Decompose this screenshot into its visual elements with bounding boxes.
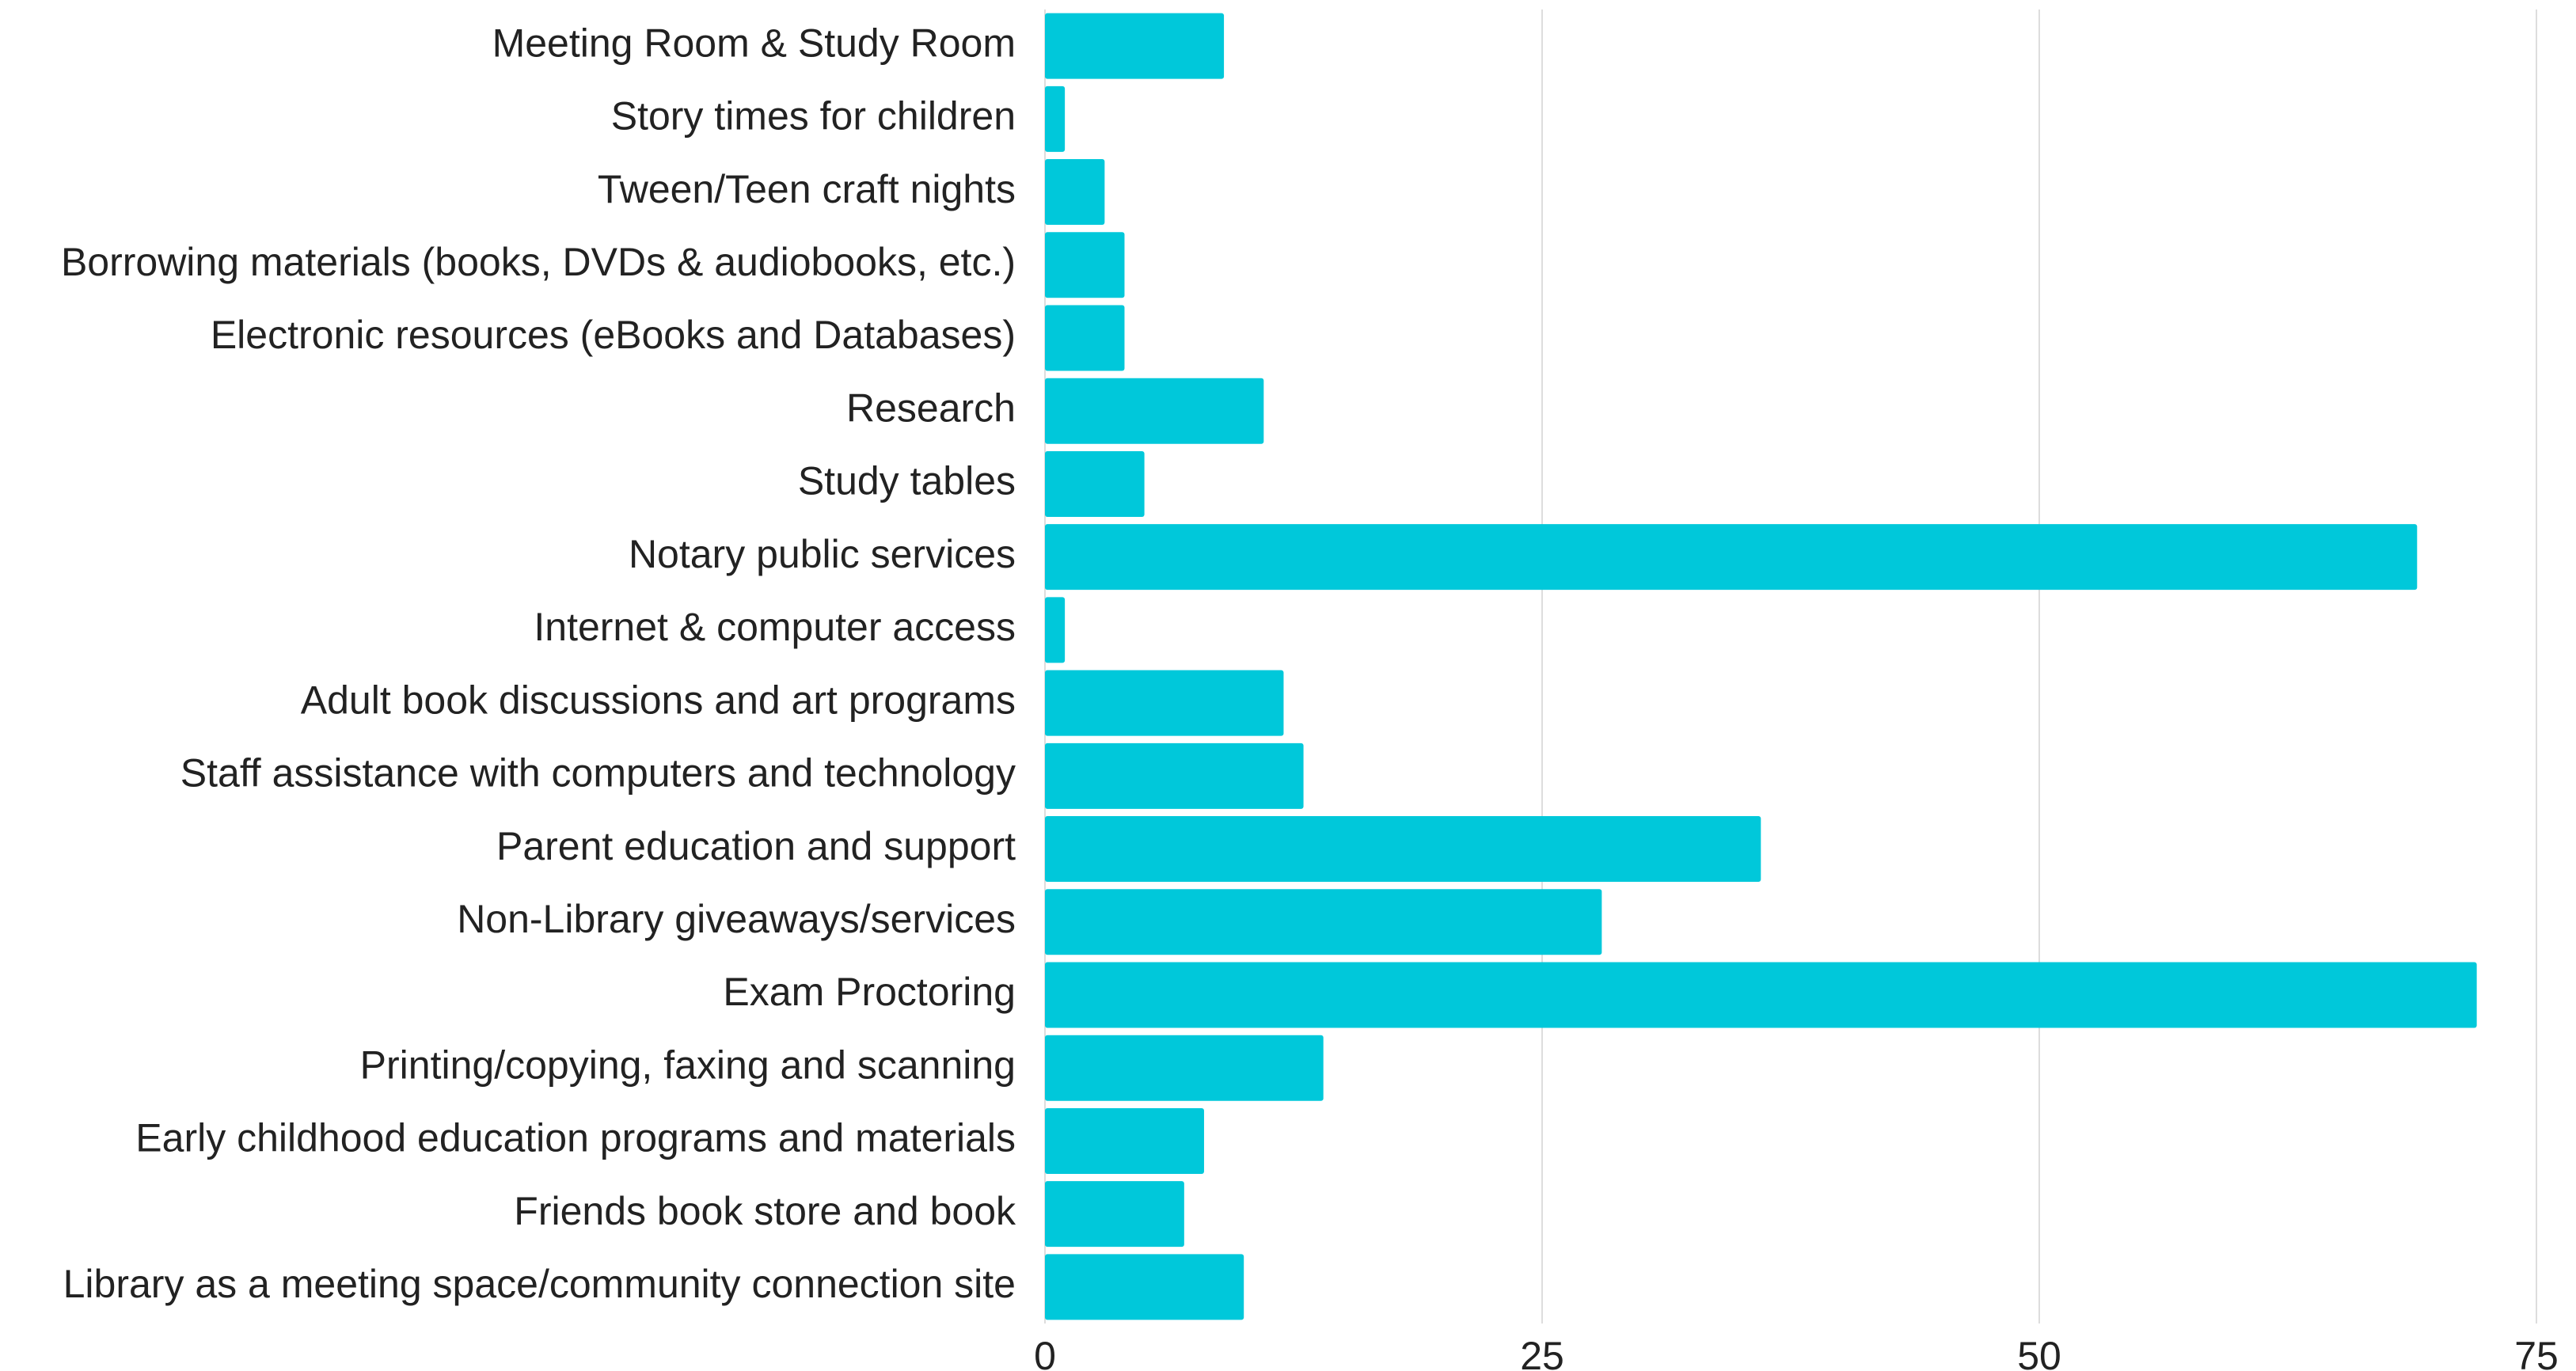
bar [1045,85,1066,152]
x-tick-label: 75 [2514,1334,2559,1371]
y-tick-label: Early childhood education programs and m… [135,1116,1016,1160]
x-tick-label: 0 [1034,1334,1056,1371]
bar [1045,962,2477,1028]
bar [1045,889,1602,955]
y-tick-label: Parent education and support [496,824,1016,868]
y-tick-label: Exam Proctoring [723,970,1016,1014]
y-tick-label: Story times for children [611,94,1016,139]
y-tick-label: Study tables [798,459,1016,503]
y-tick-label: Library as a meeting space/community con… [63,1262,1016,1306]
y-tick-label: Research [846,385,1016,430]
bar [1045,159,1105,226]
bar [1045,816,1761,883]
bar [1045,597,1066,663]
bar [1045,1254,1244,1320]
y-tick-label: Friends book store and book [514,1189,1016,1233]
bar [1045,1107,1204,1174]
y-tick-label: Non-Library giveaways/services [457,897,1016,941]
bar [1045,742,1304,809]
y-tick-label: Tween/Teen craft nights [598,167,1016,211]
y-tick-label: Internet & computer access [534,605,1016,649]
bar [1045,450,1145,517]
bar [1045,13,1225,79]
y-tick-label: Printing/copying, faxing and scanning [360,1042,1016,1087]
x-tick-label: 25 [1520,1334,1564,1371]
y-tick-label: Meeting Room & Study Room [492,21,1016,65]
bar [1045,1181,1184,1248]
y-tick-label: Electronic resources (eBooks and Databas… [211,313,1016,357]
y-tick-label: Staff assistance with computers and tech… [180,751,1016,796]
y-tick-label: Borrowing materials (books, DVDs & audio… [61,240,1016,284]
bar [1045,1035,1324,1101]
y-tick-label: Notary public services [629,532,1016,576]
bar [1045,670,1284,736]
bar [1045,524,2418,591]
x-tick-label: 50 [2017,1334,2061,1371]
y-tick-label: Adult book discussions and art programs [301,678,1016,722]
bar [1045,305,1125,371]
bar [1045,378,1264,444]
bar [1045,232,1125,298]
